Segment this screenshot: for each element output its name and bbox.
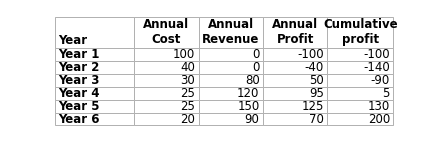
Text: Year 3: Year 3 (58, 74, 99, 87)
Text: 70: 70 (309, 113, 324, 125)
Bar (327, 48, 393, 61)
Text: 25: 25 (180, 87, 195, 100)
Bar (327, 17, 393, 48)
Text: Cumulative
profit: Cumulative profit (323, 18, 398, 46)
Bar (55, 74, 134, 87)
Bar (134, 87, 198, 100)
Bar (198, 61, 263, 74)
Bar (55, 113, 134, 125)
Bar (134, 74, 198, 87)
Text: -40: -40 (305, 61, 324, 74)
Bar (134, 100, 198, 113)
Bar (55, 100, 134, 113)
Text: 120: 120 (237, 87, 260, 100)
Text: Year: Year (58, 34, 87, 47)
Text: 50: 50 (309, 74, 324, 87)
Text: Annual
Revenue: Annual Revenue (202, 18, 260, 46)
Bar (327, 61, 393, 74)
Bar (263, 87, 327, 100)
Text: 200: 200 (368, 113, 390, 125)
Text: 30: 30 (180, 74, 195, 87)
Text: 0: 0 (252, 48, 260, 61)
Text: 40: 40 (180, 61, 195, 74)
Text: Year 1: Year 1 (58, 48, 99, 61)
Text: Year 5: Year 5 (58, 100, 100, 113)
Bar (55, 17, 134, 48)
Bar (198, 100, 263, 113)
Text: 20: 20 (180, 113, 195, 125)
Bar (327, 74, 393, 87)
Text: -100: -100 (363, 48, 390, 61)
Text: 0: 0 (252, 61, 260, 74)
Text: 90: 90 (245, 113, 260, 125)
Text: 95: 95 (309, 87, 324, 100)
Bar (198, 74, 263, 87)
Bar (55, 61, 134, 74)
Text: 25: 25 (180, 100, 195, 113)
Text: 125: 125 (302, 100, 324, 113)
Bar (134, 113, 198, 125)
Bar (198, 87, 263, 100)
Text: 80: 80 (245, 74, 260, 87)
Bar (198, 17, 263, 48)
Text: Annual
Cost: Annual Cost (143, 18, 190, 46)
Bar (134, 61, 198, 74)
Bar (263, 17, 327, 48)
Text: -90: -90 (371, 74, 390, 87)
Bar (55, 48, 134, 61)
Bar (198, 113, 263, 125)
Bar (263, 100, 327, 113)
Bar (263, 74, 327, 87)
Text: Year 4: Year 4 (58, 87, 100, 100)
Bar (55, 87, 134, 100)
Text: Year 2: Year 2 (58, 61, 99, 74)
Text: 100: 100 (173, 48, 195, 61)
Bar (263, 61, 327, 74)
Bar (134, 17, 198, 48)
Bar (327, 87, 393, 100)
Bar (134, 48, 198, 61)
Bar (263, 113, 327, 125)
Bar (327, 113, 393, 125)
Text: Year 6: Year 6 (58, 113, 100, 125)
Text: 130: 130 (368, 100, 390, 113)
Text: -100: -100 (297, 48, 324, 61)
Bar (198, 48, 263, 61)
Text: -140: -140 (363, 61, 390, 74)
Bar (327, 100, 393, 113)
Bar (263, 48, 327, 61)
Text: 150: 150 (237, 100, 260, 113)
Text: 5: 5 (382, 87, 390, 100)
Text: Annual
Profit: Annual Profit (272, 18, 318, 46)
